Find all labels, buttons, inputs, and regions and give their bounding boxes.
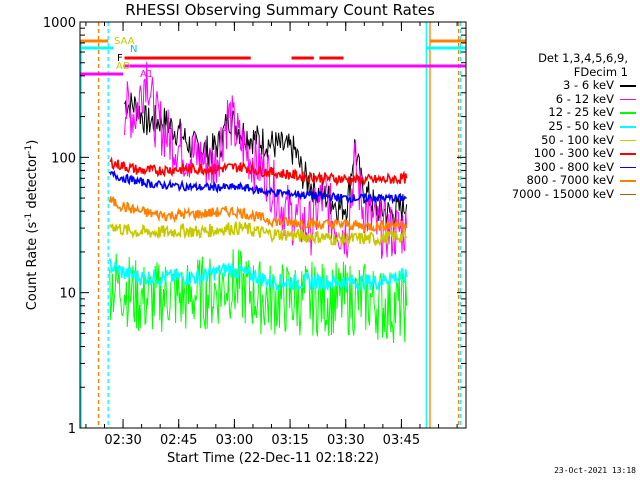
legend-swatch bbox=[620, 193, 636, 196]
legend-label: 50 - 100 keV bbox=[541, 132, 614, 147]
y-tick-label: 10 bbox=[59, 287, 76, 302]
x-tick-label: 02:30 bbox=[104, 433, 141, 448]
legend-swatch bbox=[620, 153, 636, 155]
legend-label: 800 - 7000 keV bbox=[526, 173, 614, 188]
flag-label: N bbox=[130, 44, 137, 55]
series-line-2 bbox=[109, 249, 408, 344]
y-axis-label: Count Rate (s-1 detector-1) bbox=[24, 140, 40, 311]
series-line-0 bbox=[124, 92, 408, 227]
legend-header-1: Det 1,3,4,5,6,9, bbox=[538, 51, 628, 65]
legend-swatch bbox=[620, 126, 636, 128]
series-line-4 bbox=[108, 221, 408, 247]
legend-label: 100 - 300 keV bbox=[533, 146, 614, 161]
legend-swatch bbox=[620, 166, 636, 169]
y-tick-label: 1 bbox=[68, 422, 76, 437]
x-tick-label: 02:45 bbox=[160, 433, 197, 448]
legend-label: 6 - 12 keV bbox=[555, 91, 614, 106]
legend-entry: 50 - 100 keV bbox=[470, 132, 636, 148]
legend-entry: 3 - 6 keV bbox=[470, 79, 636, 93]
legend-label: 7000 - 15000 keV bbox=[511, 186, 614, 201]
y-tick-label: 1000 bbox=[43, 16, 76, 31]
axes: 1 10 100 1000 02:30 02:45 03:00 03:15 03:30 03:45… bbox=[24, 16, 467, 448]
x-axis-label: Start Time (22-Dec-11 02:18:22) bbox=[166, 451, 380, 466]
legend-swatch bbox=[620, 180, 636, 182]
legend-swatch bbox=[620, 139, 636, 142]
legend-header-2: FDecim 1 bbox=[573, 64, 628, 79]
legend-entry: 25 - 50 keV bbox=[470, 118, 636, 134]
chart-title: RHESSI Observing Summary Count Rates bbox=[125, 1, 435, 19]
legend-entry: 800 - 7000 keV bbox=[470, 174, 636, 188]
y-tick-label: 100 bbox=[51, 151, 76, 166]
legend-swatch bbox=[620, 112, 636, 114]
legend-swatch bbox=[620, 85, 636, 87]
series-line-7 bbox=[108, 196, 408, 235]
series-layer bbox=[108, 61, 408, 344]
date-stamp: 23-Oct-2021 13:18 bbox=[554, 466, 636, 475]
legend: Det 1,3,4,5,6,9, FDecim 1 3 - 6 keV 6 - 1… bbox=[470, 51, 636, 202]
series-line-6 bbox=[108, 169, 407, 205]
legend-entry: 6 - 12 keV bbox=[470, 91, 636, 107]
plot-frame bbox=[79, 21, 467, 429]
legend-label: 3 - 6 keV bbox=[563, 78, 614, 93]
legend-entry: 7000 - 15000 keV bbox=[470, 186, 636, 202]
flag-label: SAA bbox=[114, 36, 135, 47]
legend-label: 300 - 800 keV bbox=[533, 159, 614, 174]
x-tick-label: 03:00 bbox=[216, 433, 253, 448]
series-line-5 bbox=[109, 156, 408, 188]
x-tick-label: 03:15 bbox=[271, 433, 308, 448]
flag-label: F bbox=[117, 53, 123, 64]
legend-label: 12 - 25 keV bbox=[548, 105, 614, 120]
flag-label: AD bbox=[116, 61, 131, 72]
x-tick-label: 03:30 bbox=[327, 433, 364, 448]
legend-swatch bbox=[620, 98, 636, 101]
legend-entry: 12 - 25 keV bbox=[470, 106, 636, 120]
legend-entry: 300 - 800 keV bbox=[470, 159, 636, 175]
legend-entry: 100 - 300 keV bbox=[470, 147, 636, 161]
x-tick-label: 03:45 bbox=[383, 433, 420, 448]
series-line-3 bbox=[108, 258, 408, 293]
legend-label: 25 - 50 keV bbox=[548, 118, 614, 133]
